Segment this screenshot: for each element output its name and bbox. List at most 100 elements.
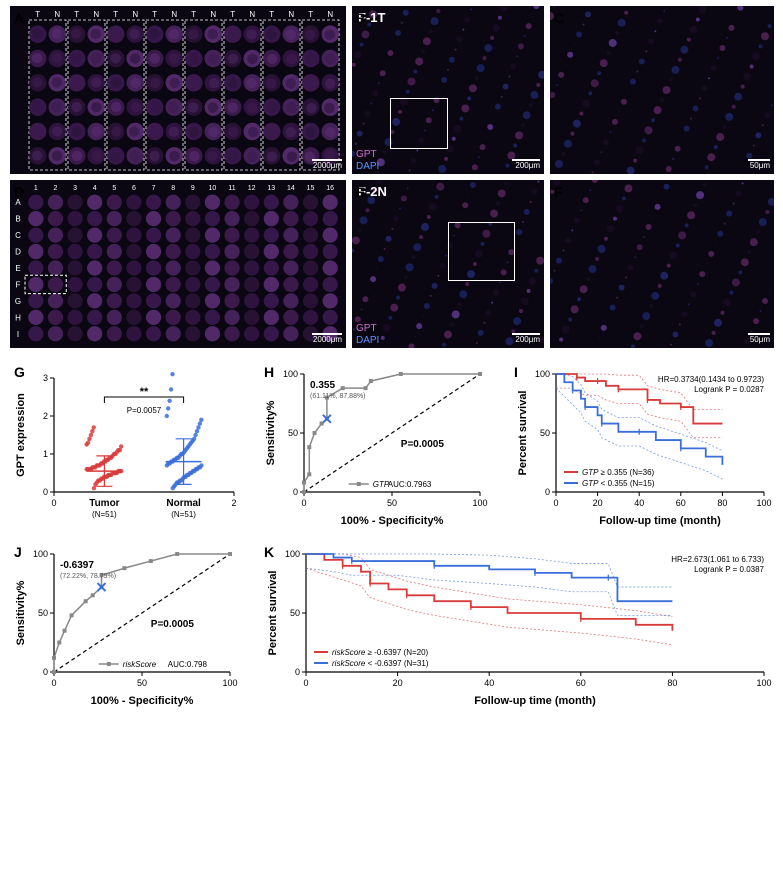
scatter-point: [199, 463, 203, 467]
tn-label: N: [288, 10, 294, 19]
scatter-point: [193, 433, 197, 437]
svg-text:1: 1: [34, 185, 38, 192]
y-axis-label: Percent survival: [517, 391, 529, 476]
panel-D: D12345678910111213141516ABCDEFGHI2000μm: [10, 180, 346, 348]
tn-label: N: [327, 10, 333, 19]
x-axis-label: 100% - Specificity%: [91, 695, 194, 707]
svg-text:0: 0: [295, 667, 300, 677]
svg-text:80: 80: [667, 678, 677, 688]
svg-text:(N=51): (N=51): [92, 510, 117, 519]
panel-label-I: I: [514, 364, 518, 380]
km-legend: GTP ≥ 0.355 (N=36): [582, 468, 655, 477]
y-axis-label: Sensitivity%: [15, 580, 27, 645]
panel-G: G012302GPT expressionTumor(N=51)Normal(N…: [10, 360, 240, 528]
svg-text:0: 0: [545, 487, 550, 497]
x-axis-label: 100% - Specificity%: [341, 515, 444, 527]
svg-text:100: 100: [283, 369, 298, 379]
tn-label: T: [191, 10, 196, 19]
stain-dapi-label: DAPI: [356, 161, 379, 172]
scatter-point: [86, 440, 90, 444]
cutoff-coords: (61.11%, 87.88%): [310, 393, 366, 400]
stain-gpt-label: GPT: [356, 149, 377, 160]
histology-A: TNTNTNTNTNTNTNTN2000μm: [10, 6, 346, 174]
panel-label-C: C: [554, 10, 564, 26]
histology-C: 50μm: [550, 6, 774, 174]
svg-text:D: D: [15, 248, 21, 257]
tn-label: T: [35, 10, 40, 19]
svg-text:13: 13: [267, 185, 275, 192]
panel-I: I050100020406080100Percent survivalFollo…: [510, 360, 774, 528]
scalebar-B: 200μm: [512, 159, 540, 170]
logrank-text: Logrank P = 0.0387: [694, 565, 764, 574]
roc-legend: riskScore: [123, 660, 157, 669]
scatter-point: [199, 418, 203, 422]
svg-text:3: 3: [73, 185, 77, 192]
panel-K: K050100020406080100Percent survivalFollo…: [260, 540, 774, 708]
svg-text:5: 5: [112, 185, 116, 192]
tn-label: N: [54, 10, 60, 19]
panel-F: F 50μm: [550, 180, 774, 348]
panel-J: J050100050100Sensitivity%100% - Specific…: [10, 540, 240, 708]
histology-B: F-1TGPTDAPI200μm: [352, 6, 544, 174]
panel-label-E: E: [356, 184, 365, 200]
x-axis-label: Follow-up time (month): [599, 515, 721, 527]
svg-text:Normal: Normal: [166, 498, 201, 509]
panel-label-F: F: [554, 184, 563, 200]
svg-text:0: 0: [553, 498, 558, 508]
svg-text:0: 0: [43, 487, 48, 497]
scatter-point: [92, 486, 96, 490]
svg-text:E: E: [15, 264, 20, 273]
tn-label: N: [132, 10, 138, 19]
cutoff-value: 0.355: [310, 380, 335, 391]
y-axis-label: Sensitivity%: [265, 400, 277, 465]
panel-C: C50μm: [550, 6, 774, 174]
svg-text:0: 0: [301, 498, 306, 508]
svg-text:14: 14: [287, 185, 295, 192]
svg-text:6: 6: [132, 185, 136, 192]
scalebar-D: 2000μm: [312, 333, 342, 344]
scatter-point: [170, 372, 174, 376]
svg-text:50: 50: [288, 428, 298, 438]
svg-text:H: H: [15, 313, 21, 322]
svg-text:40: 40: [634, 498, 644, 508]
svg-text:4: 4: [93, 185, 97, 192]
histology-E: F-2NGPTDAPI200μm: [352, 180, 544, 348]
hr-text: HR=2.673(1.061 to 6.733): [671, 555, 764, 564]
panel-A: ATNTNTNTNTNTNTNTN2000μm: [10, 6, 346, 174]
svg-text:80: 80: [717, 498, 727, 508]
scatter-point: [165, 414, 169, 418]
sig-stars: **: [140, 386, 149, 398]
svg-text:I: I: [17, 330, 19, 339]
roc-p: P=0.0005: [401, 439, 445, 450]
svg-text:0: 0: [293, 487, 298, 497]
svg-text:100: 100: [285, 549, 300, 559]
km-legend: riskScore ≥ -0.6397 (N=20): [332, 648, 429, 657]
svg-text:C: C: [15, 231, 21, 240]
panel-E: EF-2NGPTDAPI200μm: [352, 180, 544, 348]
histology-F: 50μm: [550, 180, 774, 348]
panel-B: BF-1TGPTDAPI200μm: [352, 6, 544, 174]
panel-label-K: K: [264, 544, 274, 560]
svg-text:15: 15: [307, 185, 315, 192]
svg-text:12: 12: [248, 185, 256, 192]
inset-box-B: [390, 98, 448, 148]
svg-text:(N=51): (N=51): [171, 510, 196, 519]
km-legend: GTP < 0.355 (N=15): [582, 479, 655, 488]
roc-auc: AUC:0.7963: [388, 480, 432, 489]
svg-text:2: 2: [53, 185, 57, 192]
scalebar-E: 200μm: [512, 333, 540, 344]
svg-text:7: 7: [152, 185, 156, 192]
svg-text:100: 100: [756, 498, 771, 508]
cutoff-value: -0.6397: [60, 560, 94, 571]
tn-label: T: [269, 10, 274, 19]
scalebar-F: 50μm: [748, 333, 770, 344]
panel-H: H050100050100Sensitivity%100% - Specific…: [260, 360, 490, 528]
svg-text:2: 2: [43, 411, 48, 421]
x-axis-label: Follow-up time (month): [474, 695, 596, 707]
svg-text:50: 50: [38, 608, 48, 618]
svg-text:50: 50: [540, 428, 550, 438]
scatter-point: [90, 429, 94, 433]
panel-label-D: D: [14, 184, 24, 200]
svg-text:16: 16: [326, 185, 334, 192]
tn-label: T: [230, 10, 235, 19]
